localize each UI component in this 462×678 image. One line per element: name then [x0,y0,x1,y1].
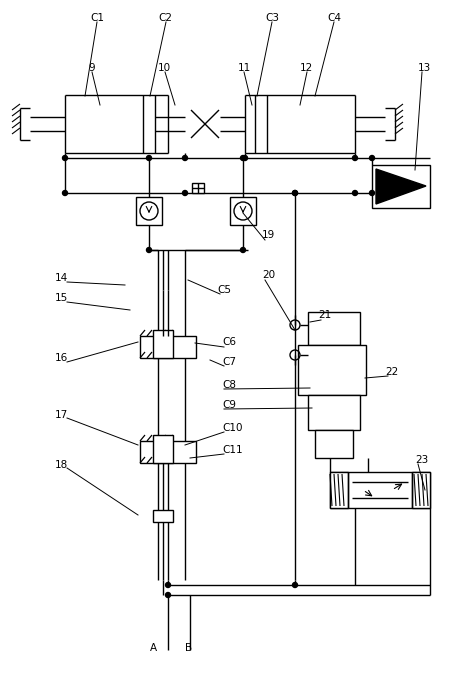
Circle shape [370,191,375,195]
Text: 16: 16 [55,353,68,363]
Text: 12: 12 [300,63,313,73]
Text: C4: C4 [327,13,341,23]
Text: 20: 20 [262,270,275,280]
Circle shape [165,582,170,588]
Circle shape [292,582,298,588]
Text: C9: C9 [222,400,236,410]
Circle shape [62,155,67,161]
Circle shape [370,155,375,161]
Bar [412,472,430,508]
Bar [372,165,430,208]
Text: C8: C8 [222,380,236,390]
Text: 9: 9 [88,63,95,73]
Text: C2: C2 [158,13,172,23]
Polygon shape [376,169,426,204]
Bar [140,336,196,358]
Circle shape [146,155,152,161]
Text: 15: 15 [55,293,68,303]
Text: C7: C7 [222,357,236,367]
Circle shape [241,247,245,252]
Circle shape [146,247,152,252]
Text: 18: 18 [55,460,68,470]
Bar [192,183,204,193]
Text: 19: 19 [262,230,275,240]
Circle shape [182,191,188,195]
Circle shape [353,191,358,195]
Circle shape [182,155,188,161]
Text: C3: C3 [265,13,279,23]
Text: 23: 23 [415,455,428,465]
Bar [308,312,360,345]
Text: 17: 17 [55,410,68,420]
Bar [315,430,353,458]
Text: B: B [185,643,192,653]
Circle shape [165,593,170,597]
Bar [153,435,173,463]
Circle shape [62,191,67,195]
Text: A: A [150,643,157,653]
Bar [136,197,162,225]
Circle shape [292,191,298,195]
Text: C10: C10 [222,423,243,433]
Text: 11: 11 [238,63,251,73]
Circle shape [241,155,245,161]
Bar [153,330,173,358]
Text: C11: C11 [222,445,243,455]
Text: 14: 14 [55,273,68,283]
Bar [308,395,360,430]
Circle shape [243,155,248,161]
Bar [153,510,173,522]
Bar [330,472,348,508]
Text: 13: 13 [418,63,431,73]
Bar [140,441,196,463]
Bar [330,472,430,508]
Text: C6: C6 [222,337,236,347]
Text: C5: C5 [217,285,231,295]
Text: C1: C1 [90,13,104,23]
Bar [298,345,366,395]
Text: 21: 21 [318,310,331,320]
Text: 22: 22 [385,367,398,377]
Text: 10: 10 [158,63,171,73]
Bar [230,197,256,225]
Circle shape [292,191,298,195]
Circle shape [353,155,358,161]
